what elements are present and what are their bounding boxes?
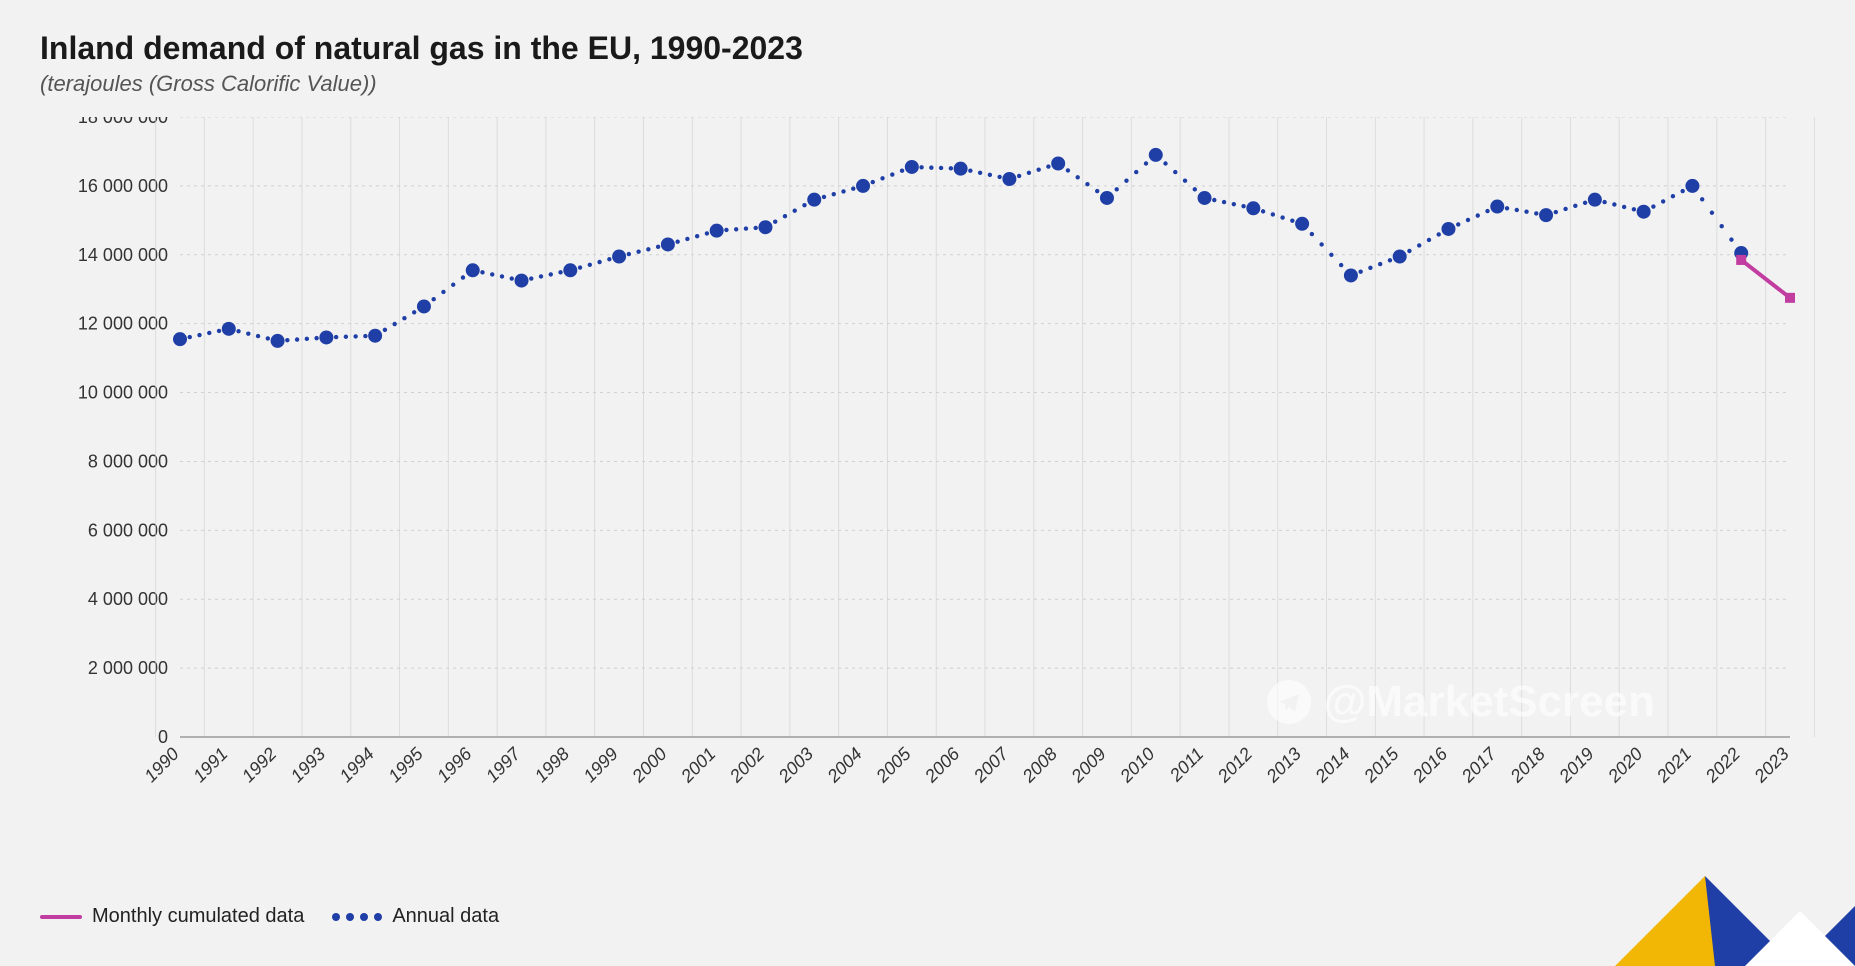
svg-text:2009: 2009 xyxy=(1067,744,1110,787)
legend: Monthly cumulated data Annual data xyxy=(40,905,499,928)
chart-area: 02 000 0004 000 0006 000 0008 000 00010 … xyxy=(40,117,1815,837)
svg-text:1991: 1991 xyxy=(189,744,231,786)
svg-text:1992: 1992 xyxy=(238,744,280,786)
svg-text:2020: 2020 xyxy=(1603,744,1646,787)
svg-text:1994: 1994 xyxy=(336,744,378,786)
legend-annual: Annual data xyxy=(332,905,499,928)
svg-text:2015: 2015 xyxy=(1359,743,1403,787)
svg-text:2014: 2014 xyxy=(1311,744,1354,787)
svg-text:2021: 2021 xyxy=(1652,744,1695,787)
svg-text:0: 0 xyxy=(158,727,168,747)
svg-text:2013: 2013 xyxy=(1262,744,1305,787)
svg-text:2000: 2000 xyxy=(628,744,671,787)
svg-text:2012: 2012 xyxy=(1213,744,1256,787)
chart-title: Inland demand of natural gas in the EU, … xyxy=(40,30,1815,67)
svg-text:1998: 1998 xyxy=(531,744,573,786)
svg-text:1996: 1996 xyxy=(433,743,476,786)
svg-text:2019: 2019 xyxy=(1555,744,1598,787)
svg-text:2008: 2008 xyxy=(1018,744,1061,787)
svg-text:1999: 1999 xyxy=(579,744,621,786)
svg-text:2006: 2006 xyxy=(920,743,964,787)
svg-text:2018: 2018 xyxy=(1506,744,1549,787)
legend-monthly: Monthly cumulated data xyxy=(40,905,304,928)
svg-text:2022: 2022 xyxy=(1701,744,1744,787)
line-chart: 02 000 0004 000 0006 000 0008 000 00010 … xyxy=(40,117,1815,837)
svg-text:2004: 2004 xyxy=(823,744,866,787)
svg-text:10 000 000: 10 000 000 xyxy=(78,383,168,403)
svg-text:14 000 000: 14 000 000 xyxy=(78,245,168,265)
legend-annual-swatch xyxy=(332,913,382,921)
svg-text:1993: 1993 xyxy=(287,744,329,786)
svg-text:2011: 2011 xyxy=(1165,744,1207,786)
legend-monthly-label: Monthly cumulated data xyxy=(92,905,304,928)
svg-text:2017: 2017 xyxy=(1457,743,1501,787)
svg-text:2010: 2010 xyxy=(1115,744,1158,787)
legend-monthly-swatch xyxy=(40,915,82,919)
svg-text:1997: 1997 xyxy=(482,743,525,786)
svg-text:2016: 2016 xyxy=(1408,743,1452,787)
svg-text:16 000 000: 16 000 000 xyxy=(78,176,168,196)
svg-text:1995: 1995 xyxy=(384,743,427,786)
svg-text:2002: 2002 xyxy=(725,744,768,787)
legend-annual-label: Annual data xyxy=(392,905,499,928)
svg-text:2023: 2023 xyxy=(1750,744,1793,787)
svg-text:2001: 2001 xyxy=(676,744,719,787)
svg-text:2003: 2003 xyxy=(774,744,817,787)
svg-text:2005: 2005 xyxy=(871,743,915,787)
svg-text:12 000 000: 12 000 000 xyxy=(78,314,168,334)
svg-text:1990: 1990 xyxy=(140,744,182,786)
svg-text:18 000 000: 18 000 000 xyxy=(78,117,168,127)
corner-decoration xyxy=(1595,846,1855,966)
chart-subtitle: (terajoules (Gross Calorific Value)) xyxy=(40,71,1815,97)
svg-text:2007: 2007 xyxy=(969,743,1013,787)
